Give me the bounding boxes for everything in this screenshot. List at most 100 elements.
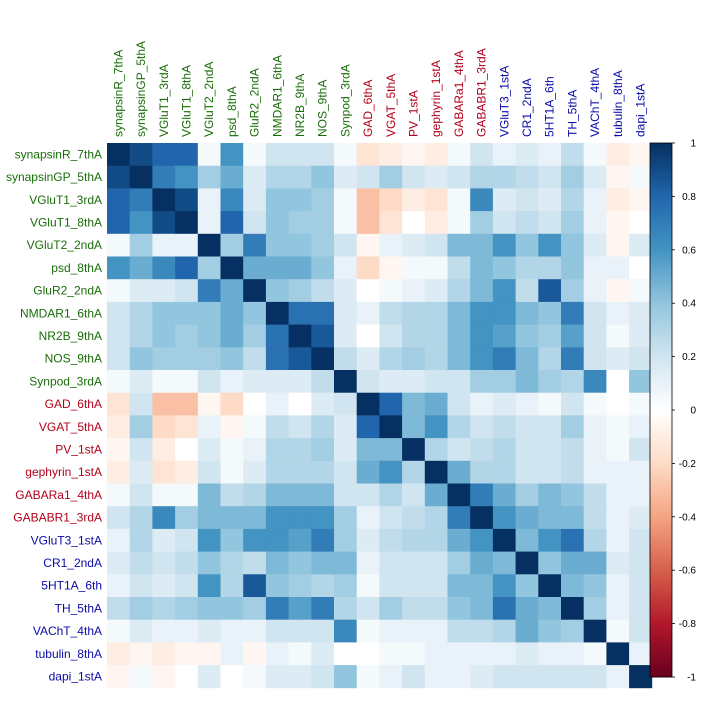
row-label: psd_8thA bbox=[51, 261, 102, 275]
heatmap-cell bbox=[334, 279, 358, 303]
heatmap-cell bbox=[356, 256, 380, 280]
heatmap-cell bbox=[424, 597, 448, 621]
heatmap-cell bbox=[197, 165, 221, 189]
heatmap-cell bbox=[629, 392, 653, 416]
heatmap-cell bbox=[197, 211, 221, 235]
heatmap-cell bbox=[470, 438, 494, 462]
colorbar-segment bbox=[650, 490, 672, 494]
heatmap-cell bbox=[311, 415, 335, 439]
heatmap-cell bbox=[629, 279, 653, 303]
heatmap-cell bbox=[606, 324, 630, 348]
heatmap-cell bbox=[561, 415, 585, 439]
colorbar-segment bbox=[650, 329, 672, 333]
heatmap-cell bbox=[492, 642, 516, 666]
colorbar-segment bbox=[650, 327, 672, 331]
colorbar-segment bbox=[650, 324, 672, 328]
row-label: NOS_9thA bbox=[45, 352, 102, 366]
heatmap-cell bbox=[424, 211, 448, 235]
colorbar-segment bbox=[650, 452, 672, 456]
heatmap-cell bbox=[197, 324, 221, 348]
colorbar-segment bbox=[650, 145, 672, 149]
colorbar-segment bbox=[650, 404, 672, 408]
heatmap-cell bbox=[175, 165, 199, 189]
heatmap-cell bbox=[243, 370, 267, 394]
colorbar-segment bbox=[650, 207, 672, 211]
heatmap-cell bbox=[288, 506, 312, 530]
colorbar-segment bbox=[650, 567, 672, 571]
heatmap-cell bbox=[107, 324, 131, 348]
colorbar-segment bbox=[650, 263, 672, 267]
colorbar-segment bbox=[650, 410, 672, 414]
heatmap-cell bbox=[243, 165, 267, 189]
heatmap-cell bbox=[265, 347, 289, 371]
heatmap-cell bbox=[447, 619, 471, 643]
heatmap-cell bbox=[515, 233, 539, 257]
heatmap-cell bbox=[129, 574, 153, 598]
heatmap-cell bbox=[356, 483, 380, 507]
heatmap-cell bbox=[538, 392, 562, 416]
colorbar-segment bbox=[650, 361, 672, 366]
colorbar-segment bbox=[650, 578, 672, 582]
heatmap-cell bbox=[356, 301, 380, 325]
heatmap-cell bbox=[356, 619, 380, 643]
heatmap-cell bbox=[334, 347, 358, 371]
heatmap-cell bbox=[629, 301, 653, 325]
heatmap-cell bbox=[129, 597, 153, 621]
heatmap-cell bbox=[492, 165, 516, 189]
heatmap-cell bbox=[197, 506, 221, 530]
colorbar-segment bbox=[650, 199, 672, 203]
colorbar-segment bbox=[650, 463, 672, 467]
colorbar-segment bbox=[650, 636, 672, 641]
heatmap-cell bbox=[175, 483, 199, 507]
colorbar-segment bbox=[650, 236, 672, 240]
colorbar-segment bbox=[650, 385, 672, 390]
heatmap-cell bbox=[561, 392, 585, 416]
heatmap-cell bbox=[402, 165, 426, 189]
heatmap-cell bbox=[402, 301, 426, 325]
heatmap-cell bbox=[311, 324, 335, 348]
heatmap-cell bbox=[243, 642, 267, 666]
heatmap-cell bbox=[220, 642, 244, 666]
colorbar-segment bbox=[650, 311, 672, 315]
heatmap-cell bbox=[107, 483, 131, 507]
heatmap-cell bbox=[606, 256, 630, 280]
heatmap-cell bbox=[447, 665, 471, 689]
heatmap-cell bbox=[220, 438, 244, 462]
heatmap-cell bbox=[470, 574, 494, 598]
colorbar-segment bbox=[650, 348, 672, 352]
heatmap-cell bbox=[152, 347, 176, 371]
heatmap-cell bbox=[311, 551, 335, 575]
heatmap-cell bbox=[334, 619, 358, 643]
row-label: dapi_1stA bbox=[49, 669, 102, 683]
heatmap-cell bbox=[515, 415, 539, 439]
colorbar-segment bbox=[650, 434, 672, 438]
colorbar-segment bbox=[650, 554, 672, 558]
heatmap-cell bbox=[311, 619, 335, 643]
colorbar-segment bbox=[650, 287, 672, 291]
heatmap-cell bbox=[492, 347, 516, 371]
heatmap-cell bbox=[447, 233, 471, 257]
heatmap-cell bbox=[288, 460, 312, 484]
heatmap-cell bbox=[243, 392, 267, 416]
column-label: tubulin_8thA bbox=[611, 70, 625, 137]
heatmap-cell bbox=[311, 279, 335, 303]
heatmap-cell bbox=[424, 392, 448, 416]
heatmap-cell bbox=[447, 143, 471, 167]
colorbar-segment bbox=[650, 377, 672, 382]
heatmap-cell bbox=[265, 642, 289, 666]
heatmap-cell bbox=[356, 642, 380, 666]
heatmap-cell bbox=[515, 460, 539, 484]
heatmap-cell bbox=[129, 665, 153, 689]
heatmap-cell bbox=[288, 347, 312, 371]
colorbar-segment bbox=[650, 185, 672, 189]
heatmap-cell bbox=[107, 551, 131, 575]
colorbar-segment bbox=[650, 610, 672, 614]
heatmap-cell bbox=[561, 438, 585, 462]
heatmap-cell bbox=[583, 642, 607, 666]
colorbar-segment bbox=[650, 418, 672, 422]
colorbar-segment bbox=[650, 572, 672, 576]
heatmap-cell bbox=[402, 551, 426, 575]
heatmap-cell bbox=[107, 506, 131, 530]
colorbar-segment bbox=[650, 415, 672, 419]
heatmap-cell bbox=[538, 460, 562, 484]
